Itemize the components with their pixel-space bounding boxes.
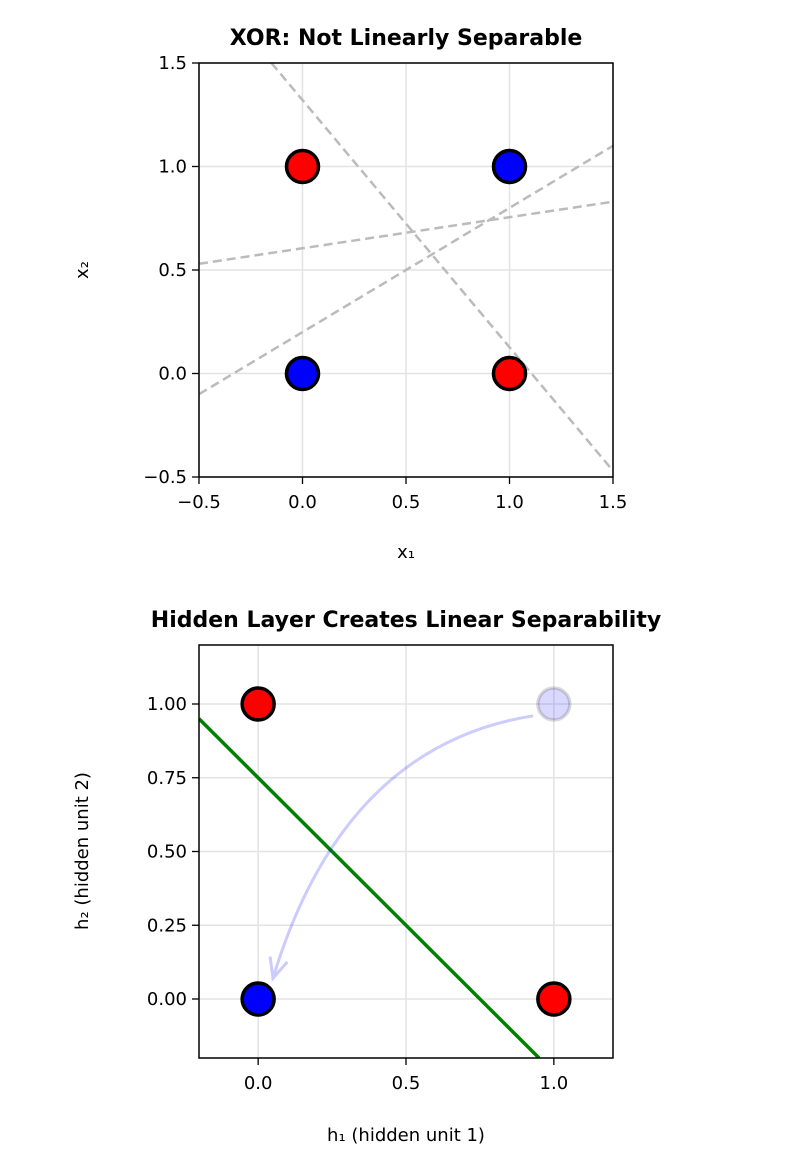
x-axis-label: h₁ (hidden unit 1)	[327, 1125, 485, 1146]
x-tick-label: 1.5	[599, 492, 628, 513]
x-tick-label: 0.0	[244, 1073, 273, 1094]
data-point	[491, 148, 528, 185]
x-tick-label: 0.5	[392, 492, 421, 513]
y-tick-label: 0.0	[158, 364, 187, 385]
data-points	[284, 148, 528, 392]
y-ticks: 0.00 0.25 0.50 0.75 1.00	[147, 694, 199, 1010]
arrow-head	[268, 956, 289, 982]
data-point	[491, 355, 528, 392]
y-tick-label: 0.75	[147, 768, 187, 789]
data-point	[240, 981, 276, 1017]
y-tick-label: 1.0	[158, 157, 187, 178]
plot-area	[199, 686, 572, 1058]
x-tick-label: 1.0	[540, 1073, 569, 1094]
x-axis-label: x₁	[397, 542, 415, 563]
data-point	[284, 355, 321, 392]
candidate-boundary-line	[198, 144, 614, 396]
y-ticks: −0.5 0.0 0.5 1.0 1.5	[143, 53, 199, 488]
y-axis-label: h₂ (hidden unit 2)	[72, 772, 93, 930]
x-tick-label: 0.5	[392, 1073, 421, 1094]
transform-arrow	[268, 714, 534, 982]
arrow-shaft	[271, 714, 534, 979]
dashed-lines	[198, 62, 614, 472]
xor-input-space-chart: XOR: Not Linearly Separable −0.5 0.0 0.5 1.…	[72, 26, 627, 563]
data-point	[240, 686, 276, 722]
chart-title: Hidden Layer Creates Linear Separability	[151, 608, 661, 633]
data-point	[536, 981, 572, 1017]
x-tick-label: 1.0	[495, 492, 524, 513]
y-tick-label: −0.5	[143, 467, 187, 488]
y-tick-label: 1.00	[147, 694, 187, 715]
candidate-boundary-line	[270, 62, 614, 472]
ghost-point	[536, 686, 572, 722]
y-tick-label: 0.5	[158, 260, 187, 281]
x-ticks: −0.5 0.0 0.5 1.0 1.5	[177, 477, 627, 513]
y-tick-label: 0.50	[147, 842, 187, 863]
y-axis-label: x₂	[72, 261, 93, 279]
hidden-layer-space-chart: Hidden Layer Creates Linear Separability…	[72, 608, 661, 1146]
plot-content	[199, 686, 572, 1058]
y-tick-label: 1.5	[158, 53, 187, 74]
x-tick-label: 0.0	[288, 492, 317, 513]
x-tick-label: −0.5	[177, 492, 221, 513]
y-tick-label: 0.00	[147, 989, 187, 1010]
data-point	[284, 148, 321, 185]
y-tick-label: 0.25	[147, 915, 187, 936]
chart-title: XOR: Not Linearly Separable	[230, 26, 583, 51]
decision-boundary-line	[199, 717, 541, 1058]
x-ticks: 0.0 0.5 1.0	[244, 1058, 568, 1094]
